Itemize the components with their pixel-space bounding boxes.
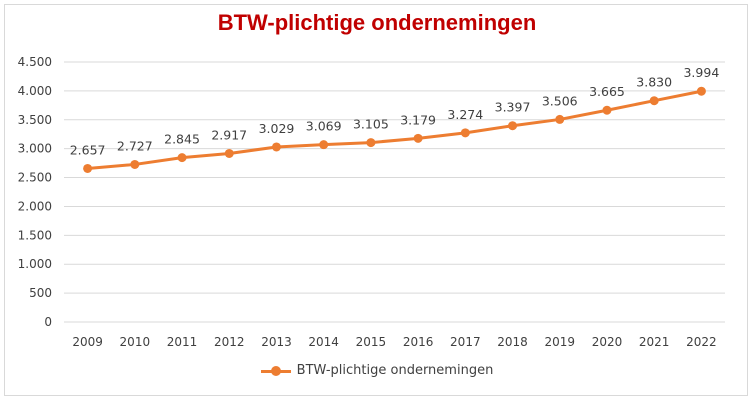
y-tick-label: 2.000 bbox=[18, 199, 52, 213]
data-point bbox=[508, 121, 518, 131]
data-label: 3.397 bbox=[495, 100, 531, 115]
data-point bbox=[319, 140, 329, 150]
series-line-layer bbox=[83, 86, 706, 173]
data-label: 3.179 bbox=[400, 112, 436, 127]
data-point bbox=[460, 128, 470, 138]
y-tick-label: 3.500 bbox=[18, 113, 52, 127]
data-label: 3.830 bbox=[636, 75, 672, 90]
y-tick-label: 4.000 bbox=[18, 84, 52, 98]
data-point bbox=[177, 153, 187, 163]
y-tick-label: 4.500 bbox=[18, 55, 52, 69]
data-point bbox=[366, 138, 376, 148]
x-tick-label: 2016 bbox=[403, 335, 434, 349]
data-point bbox=[83, 163, 93, 173]
data-label: 3.105 bbox=[353, 117, 389, 132]
data-label: 3.506 bbox=[542, 93, 578, 108]
x-tick-label: 2021 bbox=[639, 335, 670, 349]
gridlines bbox=[64, 61, 725, 323]
y-tick-label: 3.000 bbox=[18, 142, 52, 156]
data-point bbox=[555, 114, 565, 124]
x-tick-label: 2011 bbox=[167, 335, 198, 349]
data-point bbox=[271, 142, 281, 152]
x-tick-label: 2010 bbox=[120, 335, 151, 349]
data-point bbox=[224, 148, 234, 158]
data-point bbox=[649, 96, 659, 106]
data-label: 2.657 bbox=[70, 142, 106, 157]
x-tick-label: 2014 bbox=[308, 335, 339, 349]
x-tick-label: 2012 bbox=[214, 335, 245, 349]
data-point bbox=[413, 133, 423, 143]
x-tick-label: 2015 bbox=[356, 335, 387, 349]
x-tick-label: 2018 bbox=[497, 335, 528, 349]
chart-frame bbox=[4, 4, 748, 396]
x-tick-label: 2013 bbox=[261, 335, 292, 349]
data-label: 2.845 bbox=[164, 132, 200, 147]
x-tick-label: 2009 bbox=[72, 335, 103, 349]
y-axis-ticks: 0 500 1.000 1.500 2.000 2.500 3.000 3.500 4.000 4… bbox=[18, 55, 52, 329]
data-labels: 2.657 2.727 2.845 2.917 3.029 3.069 3.105 3.179… bbox=[70, 65, 720, 157]
x-tick-label: 2020 bbox=[592, 335, 623, 349]
legend-label: BTW-plichtige ondernemingen bbox=[296, 363, 494, 378]
legend: BTW-plichtige ondernemingen bbox=[0, 363, 754, 378]
y-tick-label: 1.000 bbox=[18, 257, 52, 271]
data-point bbox=[130, 159, 140, 169]
y-tick-label: 0 bbox=[44, 315, 52, 329]
y-tick-label: 2.500 bbox=[18, 171, 52, 185]
data-label: 3.274 bbox=[447, 107, 483, 122]
x-tick-label: 2022 bbox=[686, 335, 717, 349]
x-axis-ticks: 2009 2010 2011 2012 2013 2014 2015 2016 2017 2018… bbox=[72, 335, 716, 349]
x-tick-label: 2019 bbox=[544, 335, 575, 349]
data-label: 2.727 bbox=[117, 138, 153, 153]
data-label: 2.917 bbox=[211, 127, 247, 142]
legend-swatch bbox=[260, 365, 291, 377]
chart-title: BTW-plichtige ondernemingen bbox=[217, 10, 537, 35]
data-label: 3.665 bbox=[589, 84, 625, 99]
y-tick-label: 1.500 bbox=[18, 228, 52, 242]
data-label: 3.069 bbox=[306, 119, 342, 134]
x-tick-label: 2017 bbox=[450, 335, 481, 349]
data-point bbox=[696, 86, 706, 96]
data-label: 3.994 bbox=[683, 65, 719, 80]
data-point bbox=[602, 105, 612, 115]
series-line bbox=[87, 89, 702, 170]
data-label: 3.029 bbox=[259, 121, 295, 136]
y-tick-label: 500 bbox=[29, 286, 52, 300]
